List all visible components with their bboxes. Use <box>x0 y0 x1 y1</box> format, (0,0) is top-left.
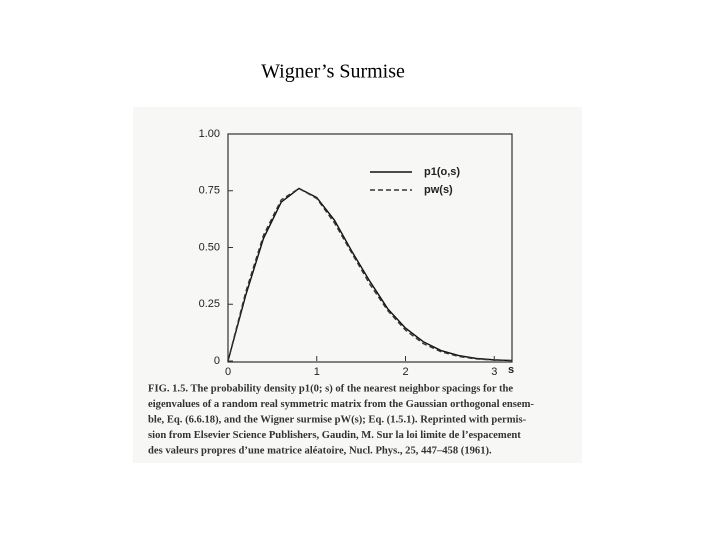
x-tick-label: 0 <box>225 366 231 378</box>
caption-line: ble, Eq. (6.6.18), and the Wigner surmis… <box>148 414 527 425</box>
caption-line: eigenvalues of a random real symmetric m… <box>148 399 534 410</box>
y-tick-label: 0 <box>214 355 220 367</box>
x-tick-label: 3 <box>491 366 497 378</box>
caption-line: des valeurs propres d’une matrice aléato… <box>148 445 492 456</box>
y-tick-label: 1.00 <box>199 128 220 140</box>
series-line <box>227 187 513 362</box>
x-tick-label: 2 <box>402 366 408 378</box>
series-line <box>227 187 513 362</box>
legend-label: pw(s) <box>424 184 453 196</box>
caption-line: FIG. 1.5. The probability density p1(0; … <box>148 383 513 394</box>
y-tick-label: 0.25 <box>199 298 220 310</box>
figure-scan <box>133 107 582 463</box>
x-tick-label: 1 <box>314 366 320 378</box>
legend-label: p1(o,s) <box>424 166 460 178</box>
y-tick-label: 0.75 <box>199 185 220 197</box>
y-tick-label: 0.50 <box>199 241 220 253</box>
x-axis-label: s <box>508 364 514 376</box>
caption-line: sion from Elsevier Science Publishers, G… <box>148 430 521 441</box>
slide-title: Wigner’s Surmise <box>261 61 405 83</box>
